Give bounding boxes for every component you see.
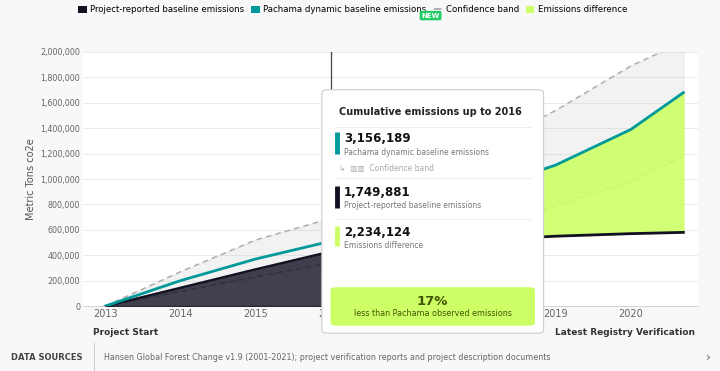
Text: Pachama dynamic baseline emissions: Pachama dynamic baseline emissions (344, 148, 489, 157)
Text: Project Start: Project Start (94, 328, 158, 337)
Text: Latest Registry Verification: Latest Registry Verification (555, 328, 695, 337)
Text: Hansen Global Forest Change v1.9 (2001-2021); project verification reports and p: Hansen Global Forest Change v1.9 (2001-2… (104, 352, 551, 362)
Text: DATA SOURCES: DATA SOURCES (11, 352, 82, 362)
Text: 2,234,124: 2,234,124 (344, 226, 410, 239)
Text: ↳  ▥▥  Confidence band: ↳ ▥▥ Confidence band (339, 164, 434, 173)
Text: less than Pachama observed emissions: less than Pachama observed emissions (354, 309, 512, 318)
Text: Cumulative emissions up to 2016: Cumulative emissions up to 2016 (339, 107, 522, 117)
Point (325, 249, 336, 255)
Legend: Project-reported baseline emissions, Pachama dynamic baseline emissions, Confide: Project-reported baseline emissions, Pac… (75, 1, 631, 17)
Text: 1,749,881: 1,749,881 (344, 186, 411, 199)
Text: 17%: 17% (417, 295, 449, 308)
Text: Emissions difference: Emissions difference (344, 241, 423, 250)
Y-axis label: Metric Tons co2e: Metric Tons co2e (26, 138, 36, 220)
Text: Project-reported baseline emissions: Project-reported baseline emissions (344, 201, 482, 210)
Text: ›: › (706, 351, 711, 364)
Point (325, 238, 336, 244)
Text: 3,156,189: 3,156,189 (344, 132, 411, 145)
X-axis label: Year: Year (379, 322, 402, 332)
Text: NEW: NEW (421, 13, 440, 19)
